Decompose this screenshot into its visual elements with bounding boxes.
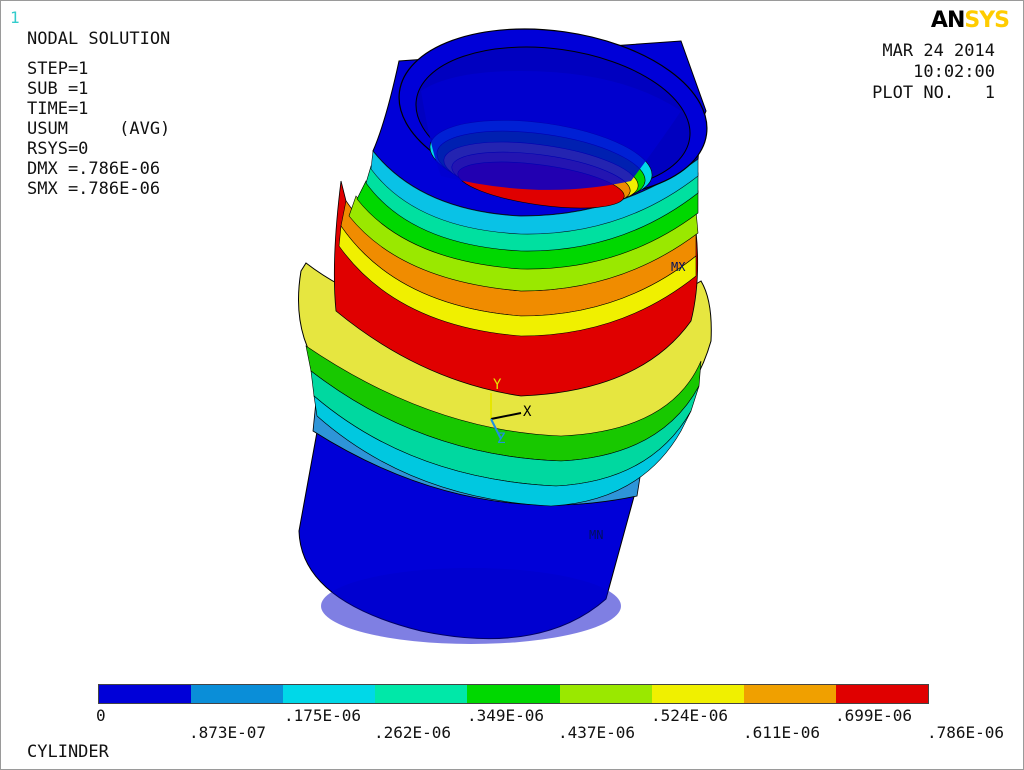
legend-color-2 (191, 685, 284, 703)
legend-tick-lower-1: .873E-07 (189, 723, 267, 742)
legend-color-9 (835, 685, 928, 703)
header-line-step: STEP=1 (27, 59, 89, 79)
lower-cylinder-shade (321, 568, 621, 644)
band-cyan-lower (313, 395, 692, 507)
legend-tick-lower-5: .786E-06 (927, 723, 1005, 742)
legend-color-3 (283, 685, 376, 703)
legend-color-8 (743, 685, 836, 703)
header-line-smx: SMX =.786E-06 (27, 179, 161, 199)
legend-color-6 (559, 685, 652, 703)
logo-part-an: AN (930, 8, 965, 33)
triad-z-axis (490, 418, 502, 440)
plot-number: PLOT NO. 1 (872, 83, 995, 103)
logo-part-sys: SYS (964, 8, 1010, 33)
window-number: 1 (10, 8, 20, 27)
cylinder-model[interactable]: Y X Z MX MN (1, 1, 1023, 681)
legend-tick-lower-2: .262E-06 (374, 723, 452, 742)
legend-color-7 (651, 685, 744, 703)
header-line-time: TIME=1 (27, 99, 89, 119)
legend-tick-upper-1: 0 (96, 706, 106, 725)
max-marker: MX (671, 260, 686, 274)
header-line-sub: SUB =1 (27, 79, 89, 99)
legend-color-1 (99, 685, 192, 703)
legend-tick-upper-4: .524E-06 (651, 706, 729, 725)
legend-tick-lower-4: .611E-06 (743, 723, 821, 742)
legend-tick-upper-2: .175E-06 (284, 706, 362, 725)
plot-time: 10:02:00 (913, 62, 995, 82)
legend-tick-upper-5: .699E-06 (835, 706, 913, 725)
min-marker: MN (589, 528, 603, 542)
triad-x-axis (490, 412, 522, 420)
triad-x-label: X (523, 404, 532, 420)
legend-tick-upper-3: .349E-06 (467, 706, 545, 725)
legend-color-4 (375, 685, 468, 703)
solution-type-label: NODAL SOLUTION (27, 29, 171, 49)
band-yellow (338, 225, 697, 337)
triad-y-label: Y (493, 377, 502, 393)
legend-color-5 (467, 685, 560, 703)
triad-z-label: Z (497, 431, 505, 447)
upper-cylinder-side (371, 151, 698, 235)
plot-date: MAR 24 2014 (882, 41, 995, 61)
ansys-logo: ANSYS (930, 8, 1010, 33)
header-line-dmx: DMX =.786E-06 (27, 159, 161, 179)
model-title: CYLINDER (27, 742, 109, 762)
inner-bore-wall (421, 71, 681, 190)
header-line-usum: USUM (AVG) (27, 119, 171, 139)
legend-tick-lower-3: .437E-06 (558, 723, 636, 742)
contour-legend (98, 684, 929, 704)
header-line-rsys: RSYS=0 (27, 139, 89, 159)
